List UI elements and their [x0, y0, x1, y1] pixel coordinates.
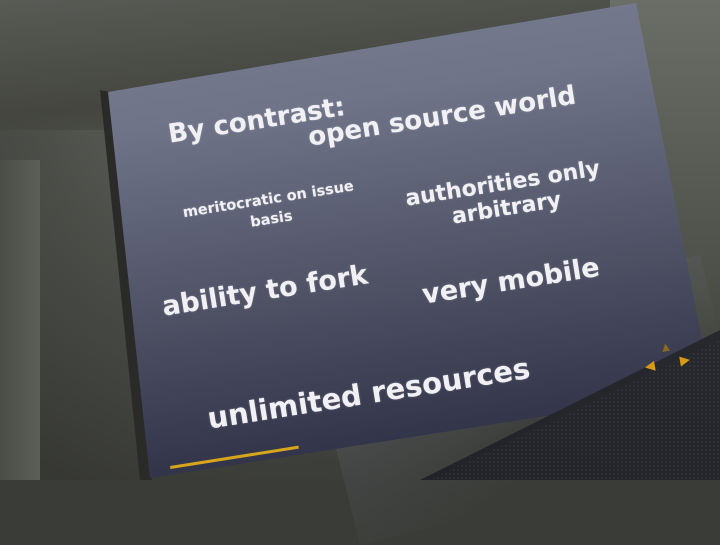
nav-next-icon[interactable]: ▶ — [678, 352, 692, 369]
nav-prev-icon[interactable]: ◀ — [643, 358, 657, 375]
nav-up-icon[interactable]: ▲ — [661, 341, 671, 354]
left-door-frame — [0, 160, 40, 480]
